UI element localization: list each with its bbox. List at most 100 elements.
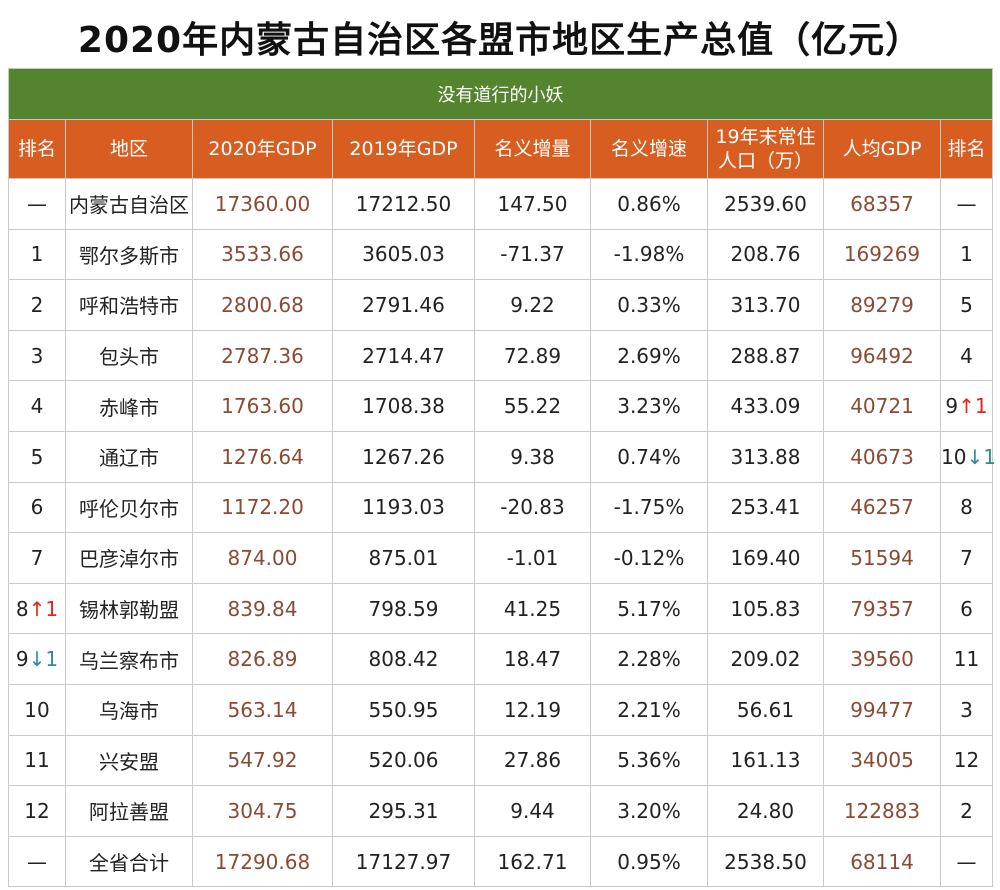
growth-cell: 0.74% xyxy=(590,430,708,483)
gdp-2020-value: 2787.36 xyxy=(221,343,304,368)
rank-value: 4 xyxy=(30,394,44,419)
table-row: 2 呼和浩特市 2800.68 2791.46 9.22 0.33% 313.70 89279… xyxy=(8,279,994,331)
population-cell: 288.87 xyxy=(707,329,824,382)
region-name: 乌海市 xyxy=(99,699,159,724)
table-row: — 内蒙古自治区 17360.00 17212.50 147.50 0.86% 2539.6… xyxy=(8,178,994,230)
pc-rank-value: 4 xyxy=(960,343,973,368)
header-growth: 名义增速 xyxy=(590,119,708,179)
region-name: 呼伦贝尔市 xyxy=(79,496,179,521)
gdp-table: 没有道行的小妖 排名 地区 2020年GDP 2019年GDP 名义增量 名义增… xyxy=(7,68,996,888)
gdp-2019-value: 1708.38 xyxy=(362,394,445,419)
pc-rank-cell: 5 xyxy=(939,279,994,331)
gdp-2020-value: 874.00 xyxy=(227,545,298,570)
rank-value: 10 xyxy=(24,697,50,722)
gdp-per-capita-cell: 34005 xyxy=(823,734,941,787)
rank-cell: 9↓1 xyxy=(8,633,66,685)
growth-value: -1.98% xyxy=(613,242,685,267)
gdp-2020-value: 826.89 xyxy=(227,647,298,672)
growth-cell: 2.21% xyxy=(590,683,708,736)
region-cell: 乌兰察布市 xyxy=(65,633,193,685)
gdp-per-capita-value: 46257 xyxy=(850,495,914,520)
increase-value: 162.71 xyxy=(497,849,568,874)
gdp-2020-cell: 304.75 xyxy=(192,785,333,837)
pc-rank-value: 2 xyxy=(960,798,973,823)
gdp-2020-cell: 1763.60 xyxy=(192,380,333,432)
header-rank: 排名 xyxy=(8,119,66,179)
growth-value: 0.86% xyxy=(617,191,681,216)
population-cell: 433.09 xyxy=(707,380,824,432)
gdp-2020-value: 304.75 xyxy=(227,798,298,823)
population-cell: 105.83 xyxy=(707,582,824,635)
gdp-2020-cell: 17290.68 xyxy=(192,835,333,888)
increase-cell: 9.22 xyxy=(474,279,591,331)
header-pc-rank: 排名 xyxy=(939,119,994,179)
population-value: 253.41 xyxy=(730,495,801,520)
increase-cell: 162.71 xyxy=(474,835,591,888)
increase-value: 147.50 xyxy=(497,191,568,216)
gdp-2019-cell: 295.31 xyxy=(332,785,475,837)
population-cell: 2539.60 xyxy=(707,178,824,230)
pc-rank-value: 11 xyxy=(953,647,980,672)
header-increase: 名义增量 xyxy=(474,119,591,179)
rank-value: 3 xyxy=(30,343,44,368)
population-cell: 161.13 xyxy=(707,734,824,787)
gdp-2019-cell: 17212.50 xyxy=(332,178,475,230)
population-value: 24.80 xyxy=(736,798,795,823)
gdp-per-capita-value: 40673 xyxy=(850,444,914,469)
increase-value: 55.22 xyxy=(503,394,562,419)
rank-change-indicator: ↑1 xyxy=(28,596,59,621)
gdp-per-capita-value: 34005 xyxy=(850,748,914,773)
gdp-per-capita-value: 89279 xyxy=(850,292,914,317)
pc-rank-value: 8 xyxy=(960,495,973,520)
gdp-2019-value: 808.42 xyxy=(368,647,439,672)
gdp-per-capita-value: 40721 xyxy=(850,394,914,419)
table-row: 10 乌海市 563.14 550.95 12.19 2.21% 56.61 99477 3 xyxy=(8,683,994,736)
population-value: 313.70 xyxy=(730,292,801,317)
pc-rank-change-indicator: ↓1 xyxy=(966,444,996,469)
header-gdp-2019: 2019年GDP xyxy=(332,119,475,179)
gdp-per-capita-cell: 40673 xyxy=(823,430,941,483)
rank-cell: — xyxy=(8,178,66,230)
rank-cell: 10 xyxy=(8,683,66,736)
increase-cell: 55.22 xyxy=(474,380,591,432)
gdp-2019-cell: 1193.03 xyxy=(332,481,475,534)
growth-cell: 3.23% xyxy=(590,380,708,432)
table-row: 4 赤峰市 1763.60 1708.38 55.22 3.23% 433.09 40721 9… xyxy=(8,380,994,432)
region-cell: 通辽市 xyxy=(65,430,193,483)
gdp-2019-cell: 1708.38 xyxy=(332,380,475,432)
gdp-2020-cell: 547.92 xyxy=(192,734,333,787)
region-cell: 包头市 xyxy=(65,329,193,382)
gdp-per-capita-cell: 51594 xyxy=(823,532,941,584)
region-name: 内蒙古自治区 xyxy=(69,193,189,218)
population-cell: 209.02 xyxy=(707,633,824,685)
gdp-2020-cell: 2800.68 xyxy=(192,279,333,331)
increase-cell: 72.89 xyxy=(474,329,591,382)
pc-rank-cell: 6 xyxy=(939,582,994,635)
gdp-2020-value: 1276.64 xyxy=(221,444,304,469)
gdp-2020-value: 547.92 xyxy=(227,748,298,773)
growth-cell: -1.75% xyxy=(590,481,708,534)
rank-cell: 5 xyxy=(8,430,66,483)
increase-cell: 27.86 xyxy=(474,734,591,787)
pc-rank-cell: 7 xyxy=(939,532,994,584)
gdp-2019-value: 17127.97 xyxy=(355,849,452,874)
gdp-per-capita-cell: 96492 xyxy=(823,329,941,382)
gdp-per-capita-cell: 46257 xyxy=(823,481,941,534)
population-value: 313.88 xyxy=(730,444,801,469)
increase-value: 12.19 xyxy=(503,697,562,722)
gdp-2020-cell: 1276.64 xyxy=(192,430,333,483)
region-cell: 内蒙古自治区 xyxy=(65,178,193,230)
growth-value: 2.69% xyxy=(617,343,681,368)
gdp-per-capita-value: 99477 xyxy=(850,697,914,722)
header-gdp-per-capita: 人均GDP xyxy=(823,119,941,179)
gdp-per-capita-value: 68357 xyxy=(850,191,914,216)
pc-rank-value: 1 xyxy=(960,242,973,267)
increase-value: 9.44 xyxy=(510,798,555,823)
pc-rank-cell: 3 xyxy=(939,683,994,736)
gdp-2019-cell: 875.01 xyxy=(332,532,475,584)
growth-value: 2.21% xyxy=(617,697,681,722)
increase-value: 72.89 xyxy=(503,343,562,368)
gdp-2019-value: 1193.03 xyxy=(362,495,445,520)
gdp-per-capita-value: 169269 xyxy=(843,242,921,267)
gdp-2019-value: 520.06 xyxy=(368,748,439,773)
